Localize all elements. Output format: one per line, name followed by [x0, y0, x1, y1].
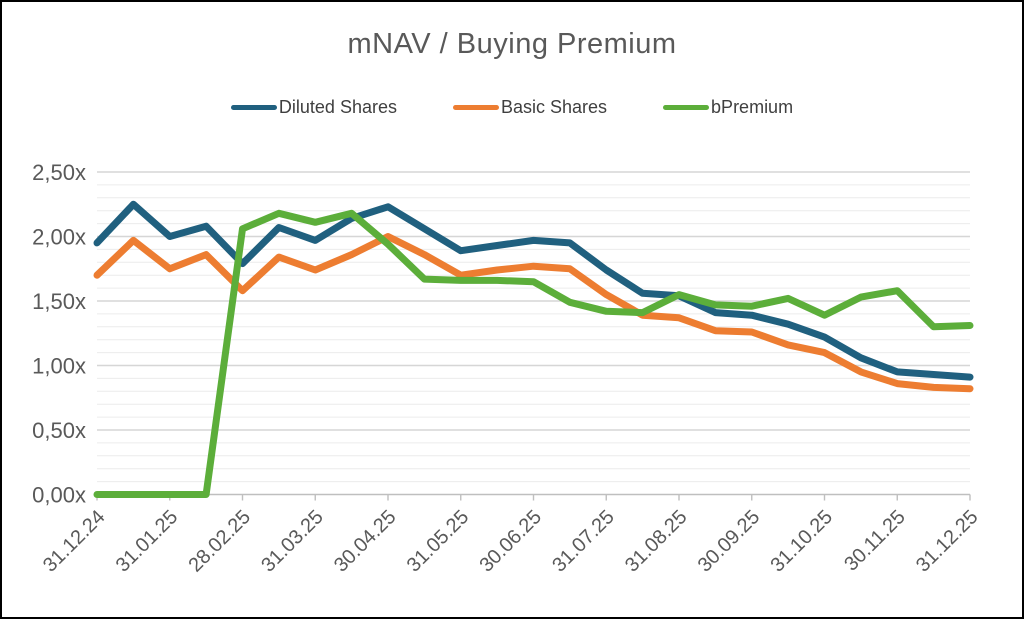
legend-label-bpremium: bPremium [711, 97, 794, 117]
legend-label-basic-shares: Basic Shares [500, 97, 608, 117]
x-axis-label: 31.12.24 [39, 506, 110, 577]
x-axis-label: 30.09.25 [694, 506, 765, 577]
x-axis-label: 30.11.25 [840, 506, 910, 576]
x-axis-label: 30.04.25 [330, 506, 401, 577]
legend-swatch-bpremium [663, 105, 710, 110]
x-axis-label: 31.03.25 [257, 506, 328, 577]
legend-item-bpremium: bPremium [663, 97, 793, 118]
legend-item-diluted-shares: Diluted Shares [230, 97, 397, 118]
chart-title: mNAV / Buying Premium [347, 28, 677, 60]
x-axis-label: 31.10.25 [766, 506, 837, 577]
x-axis-label: 31.05.25 [403, 506, 474, 577]
x-axis-label: 31.01.25 [112, 506, 183, 577]
x-axis-label: 30.06.25 [475, 506, 546, 577]
y-axis-label: 2,00x [32, 225, 86, 250]
chart-container: mNAV / Buying Premium Diluted Shares Bas… [2, 28, 1022, 577]
series-line-diluted-shares [93, 200, 974, 381]
legend-swatch-diluted-shares [230, 105, 277, 110]
series-line-basic-shares [93, 233, 974, 393]
y-axis-label: 2,50x [32, 160, 86, 185]
x-axis-label: 31.12.25 [912, 506, 983, 577]
series-line-bpremium [93, 209, 974, 498]
y-axis-label: 1,00x [32, 354, 86, 379]
legend-swatch-basic-shares [452, 105, 499, 110]
x-axis-label: 31.08.25 [621, 506, 692, 577]
y-axis-label: 1,50x [32, 289, 86, 314]
y-axis-label: 0,50x [32, 418, 86, 443]
legend: Diluted Shares Basic Shares bPremium [2, 97, 1022, 118]
x-axis-label: 28.02.25 [184, 506, 255, 577]
x-axis-label: 31.07.25 [548, 506, 619, 577]
y-axis-label: 0,00x [32, 483, 86, 508]
legend-label-diluted-shares: Diluted Shares [278, 97, 397, 117]
legend-item-basic-shares: Basic Shares [452, 97, 608, 118]
